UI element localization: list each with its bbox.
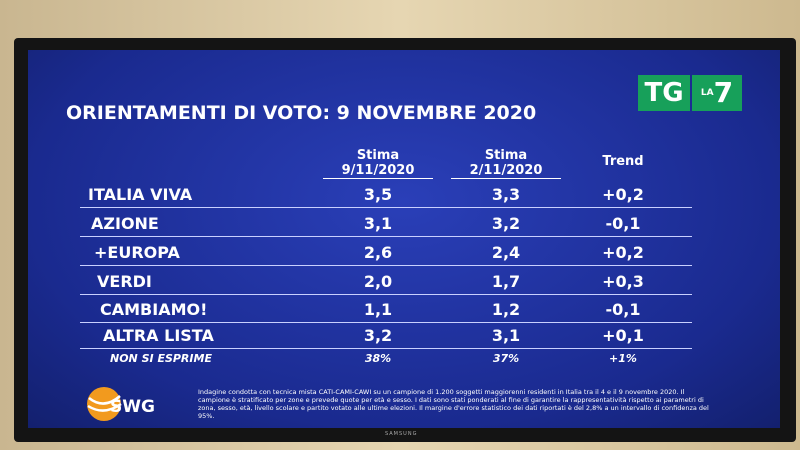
- swg-brand: SWG: [110, 397, 155, 417]
- row-value: 2,6: [363, 243, 393, 262]
- footer-row-value: 38%: [364, 352, 392, 365]
- title: ORIENTAMENTI DI VOTO: 9 NOVEMBRE 2020: [66, 102, 537, 124]
- logo-seven: 7: [713, 76, 734, 109]
- column-header: Stima 9/11/2020: [323, 148, 433, 179]
- row-value: 1,7: [491, 272, 521, 291]
- row-label: ALTRA LISTA: [103, 326, 214, 345]
- footnote: Indagine condotta con tecnica mista CATI…: [198, 388, 709, 420]
- row-separator: [80, 236, 692, 237]
- row-value: +0,2: [602, 243, 644, 262]
- logo-la7: LA7: [692, 75, 742, 111]
- column-header: Trend: [568, 154, 678, 169]
- row-separator: [80, 207, 692, 208]
- row-value: 3,1: [363, 214, 393, 233]
- logo-tg: TG: [638, 75, 690, 111]
- row-value: -0,1: [605, 300, 641, 319]
- column-date: 9/11/2020: [323, 163, 433, 179]
- row-value: +0,2: [602, 185, 644, 204]
- column-label: Stima: [484, 148, 528, 163]
- row-value: +0,3: [602, 272, 644, 291]
- row-value: 1,2: [491, 300, 521, 319]
- row-label: ITALIA VIVA: [88, 185, 193, 204]
- row-value: +0,1: [602, 326, 644, 345]
- column-label: Trend: [602, 154, 644, 169]
- footer-row-value: 37%: [492, 352, 520, 365]
- row-separator: [80, 348, 692, 349]
- row-value: 3,3: [491, 185, 521, 204]
- row-value: 3,2: [491, 214, 521, 233]
- row-value: 2,0: [363, 272, 393, 291]
- row-separator: [80, 322, 692, 323]
- swg-swoosh: [87, 395, 122, 412]
- row-label: AZIONE: [91, 214, 159, 233]
- row-value: 3,1: [491, 326, 521, 345]
- logo-la: LA: [700, 88, 714, 98]
- row-value: -0,1: [605, 214, 641, 233]
- row-label: +EUROPA: [94, 243, 180, 262]
- row-separator: [80, 294, 692, 295]
- tv-brand: SAMSUNG: [385, 431, 418, 437]
- row-label: VERDI: [97, 272, 152, 291]
- row-separator: [80, 265, 692, 266]
- footer-row-value: +1%: [609, 352, 637, 365]
- row-value: 2,4: [491, 243, 521, 262]
- row-value: 3,5: [363, 185, 393, 204]
- footer-row-label: NON SI ESPRIME: [110, 352, 212, 365]
- row-value: 1,1: [363, 300, 393, 319]
- column-date: 2/11/2020: [451, 163, 561, 179]
- screen: ORIENTAMENTI DI VOTO: 9 NOVEMBRE 2020 TG…: [28, 50, 780, 428]
- column-header: Stima 2/11/2020: [451, 148, 561, 179]
- row-label: CAMBIAMO!: [100, 300, 208, 319]
- swg-logo-icon: [87, 387, 122, 421]
- row-value: 3,2: [363, 326, 393, 345]
- column-label: Stima: [356, 148, 400, 163]
